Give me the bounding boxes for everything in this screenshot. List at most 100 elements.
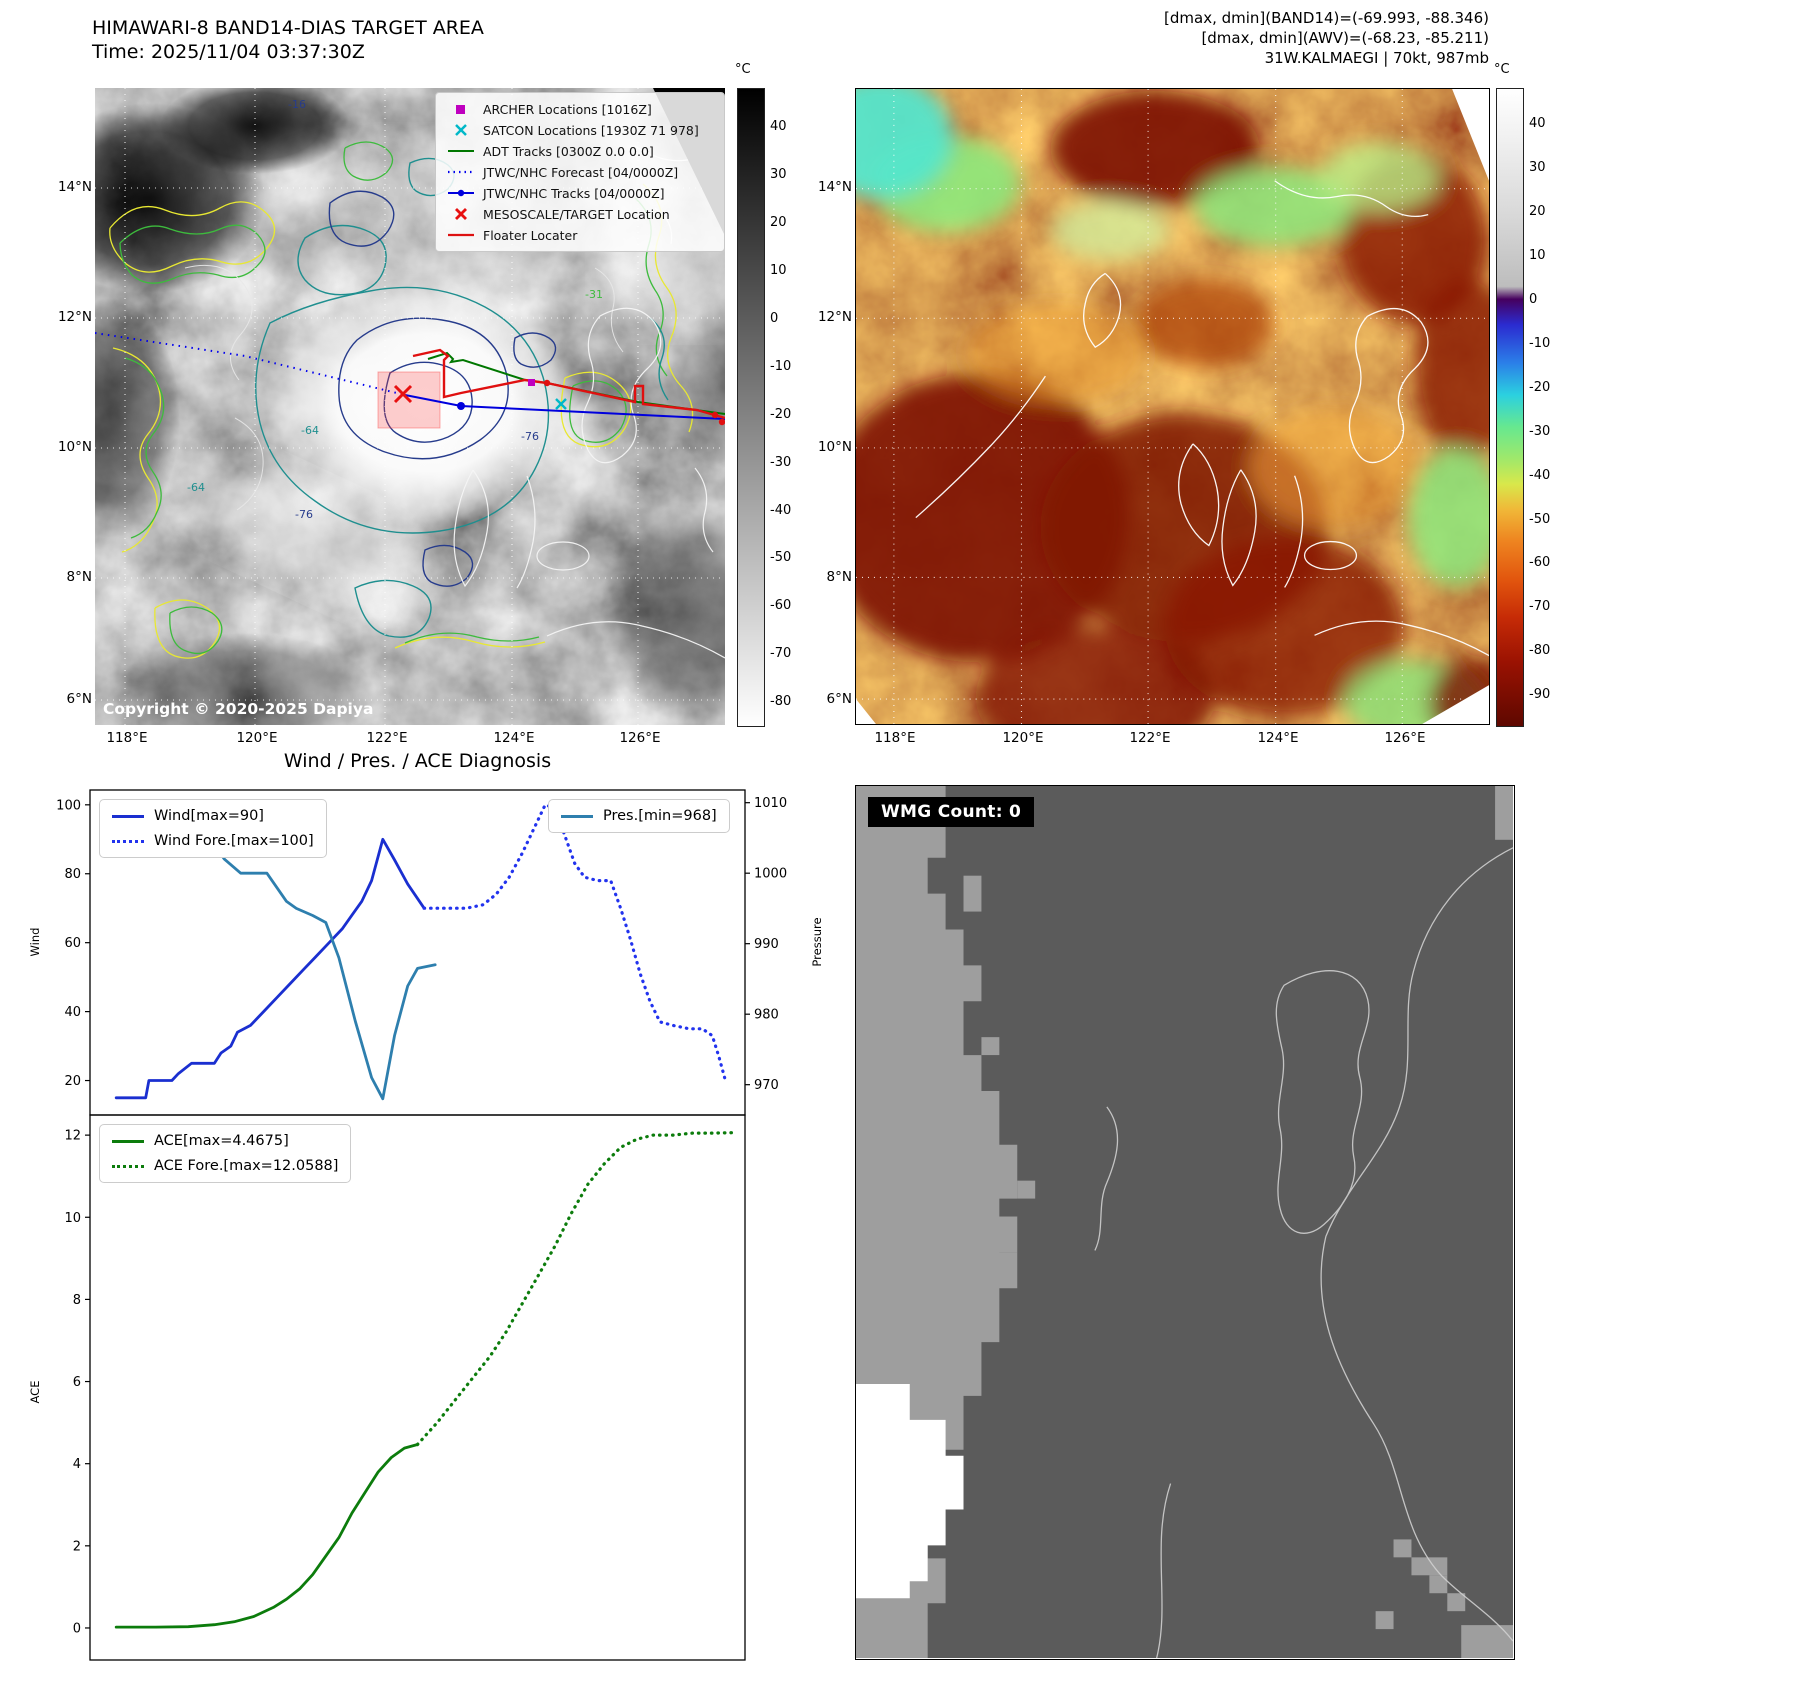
lon-tick-label: 126°E xyxy=(1384,730,1426,746)
legend-label: ACE[max=4.4675] xyxy=(154,1133,289,1149)
lat-tick-label: 14°N xyxy=(57,179,92,195)
colorbar-tick: -20 xyxy=(770,407,792,422)
contour-label: -16 xyxy=(288,98,306,111)
legend-label: JTWC/NHC Tracks [04/0000Z] xyxy=(483,185,665,201)
legend-item-mesoscale: MESOSCALE/TARGET Location xyxy=(446,204,714,224)
band14-title: HIMAWARI-8 BAND14-DIAS TARGET AREA xyxy=(92,17,484,39)
storm-id-intensity: 31W.KALMAEGI | 70kt, 987mb xyxy=(1264,49,1489,67)
svg-text:1010: 1010 xyxy=(754,796,787,811)
pressure-legend: Pres.[min=968] xyxy=(548,799,730,833)
contour-label: -76 xyxy=(295,508,313,521)
colorbar-tick: -50 xyxy=(770,550,792,565)
legend-item-satcon: SATCON Locations [1930Z 71 978] xyxy=(446,120,714,140)
dmax-dmin-awv: [dmax, dmin](AWV)=(-68.23, -85.211) xyxy=(1201,29,1489,47)
svg-text:4: 4 xyxy=(73,1457,81,1472)
contour-label: -76 xyxy=(521,430,539,443)
legend-item-archer: ARCHER Locations [1016Z] xyxy=(446,99,714,119)
svg-text:970: 970 xyxy=(754,1078,779,1093)
svg-text:8: 8 xyxy=(73,1293,81,1308)
colorbar-tick: 0 xyxy=(770,311,779,326)
legend-label: Wind Fore.[max=100] xyxy=(154,833,314,849)
contours-white xyxy=(184,264,624,511)
target-x-icon xyxy=(455,208,467,220)
svg-text:100: 100 xyxy=(56,798,81,813)
ace-fore-line-sample xyxy=(112,1164,144,1168)
svg-text:1000: 1000 xyxy=(754,867,787,882)
svg-text:10: 10 xyxy=(64,1211,81,1226)
copyright-text: Copyright © 2020-2025 Dapiya xyxy=(103,700,374,718)
band14-map: -16 -64 -76 -64 -76 -31 ARCHER Locations… xyxy=(95,88,725,725)
grid-lines xyxy=(856,89,1489,724)
mesoscale-target-marker xyxy=(393,384,413,404)
lat-tick-label: 12°N xyxy=(817,309,852,325)
svg-text:40: 40 xyxy=(64,1005,81,1020)
lat-tick-label: 10°N xyxy=(817,439,852,455)
lon-tick-label: 124°E xyxy=(493,730,535,746)
wind-line-sample xyxy=(112,814,144,818)
legend-item-forecast: JTWC/NHC Forecast [04/0000Z] xyxy=(446,162,714,182)
lon-tick-label: 126°E xyxy=(619,730,661,746)
svg-text:80: 80 xyxy=(64,867,81,882)
legend-item-tracks: JTWC/NHC Tracks [04/0000Z] xyxy=(446,183,714,203)
archer-marker-icon xyxy=(456,105,465,114)
wmg-map xyxy=(856,786,1514,1659)
lon-tick-label: 122°E xyxy=(1129,730,1171,746)
coastlines xyxy=(915,180,1493,658)
coastlines xyxy=(1094,847,1514,1659)
legend-label: Wind[max=90] xyxy=(154,808,264,824)
colorbar-tick: -70 xyxy=(1529,599,1551,614)
ace-legend: ACE[max=4.4675] ACE Fore.[max=12.0588] xyxy=(99,1124,352,1183)
lon-tick-label: 120°E xyxy=(236,730,278,746)
lat-tick-label: 6°N xyxy=(66,691,92,707)
lon-tick-label: 122°E xyxy=(366,730,408,746)
colorbar-tick: -10 xyxy=(1529,336,1551,351)
colorbar-tick: -50 xyxy=(1529,512,1551,527)
awv-map xyxy=(809,75,1524,767)
wind-fore-line-sample xyxy=(112,839,144,843)
lon-tick-label: 120°E xyxy=(1002,730,1044,746)
colorbar-tick: 20 xyxy=(770,215,787,230)
svg-text:12: 12 xyxy=(64,1129,81,1144)
colorbar-tick: -60 xyxy=(1529,555,1551,570)
awv-header: [dmax, dmin](BAND14)=(-69.993, -88.346) … xyxy=(889,8,1489,68)
adt-line-icon xyxy=(448,150,474,152)
legend-label: ARCHER Locations [1016Z] xyxy=(483,101,652,117)
svg-text:990: 990 xyxy=(754,937,779,952)
svg-text:6: 6 xyxy=(73,1375,81,1390)
awv-colorbar: 40 30 20 10 0 -10 -20 -30 -40 -50 -60 -7… xyxy=(1496,88,1550,727)
svg-text:2: 2 xyxy=(73,1539,81,1554)
contour-label: -64 xyxy=(301,424,319,437)
cloud-mask-blocks xyxy=(963,786,1513,1658)
colorbar-tick: 40 xyxy=(770,119,787,134)
wmg-count-label: WMG Count: 0 xyxy=(868,797,1035,827)
lon-tick-label: 118°E xyxy=(106,730,148,746)
colorbar-tick: -40 xyxy=(770,503,792,518)
pressure-axis-label: Pressure xyxy=(810,917,824,967)
legend-label: ACE Fore.[max=12.0588] xyxy=(154,1158,339,1174)
colorbar-tick: -20 xyxy=(1529,380,1551,395)
colorbar-tick: -30 xyxy=(770,455,792,470)
colorbar-tick: -80 xyxy=(1529,643,1551,658)
lat-tick-label: 8°N xyxy=(66,569,92,585)
legend-item-ace-fore: ACE Fore.[max=12.0588] xyxy=(112,1158,338,1174)
svg-text:980: 980 xyxy=(754,1008,779,1023)
colorbar-tick: 10 xyxy=(770,263,787,278)
cloud-mask-white xyxy=(856,1383,964,1599)
colorbar-tick: -30 xyxy=(1529,424,1551,439)
legend-label: Floater Locater xyxy=(483,227,578,243)
legend-label: MESOSCALE/TARGET Location xyxy=(483,206,670,222)
legend-item-wind-fore: Wind Fore.[max=100] xyxy=(112,833,314,849)
contour-value-labels: -16 -64 -76 -64 -76 -31 xyxy=(187,98,603,521)
legend-label: SATCON Locations [1930Z 71 978] xyxy=(483,122,699,138)
diagnosis-chart-svg: 20 40 60 80 100 970 980 990 1000 1010 0 2 4 6 8 10 12 xyxy=(56,789,787,1661)
legend-label: JTWC/NHC Forecast [04/0000Z] xyxy=(483,164,679,180)
colorbar-tick: 10 xyxy=(1529,248,1546,263)
legend-label: Pres.[min=968] xyxy=(603,808,717,824)
wind-axis-label: Wind xyxy=(28,927,42,957)
legend-item-pressure: Pres.[min=968] xyxy=(561,808,717,824)
colorbar-tick: -40 xyxy=(1529,468,1551,483)
dmax-dmin-band14: [dmax, dmin](BAND14)=(-69.993, -88.346) xyxy=(1164,9,1489,27)
colorbar-tick: 0 xyxy=(1529,292,1538,307)
ace-axis-label: ACE xyxy=(28,1380,42,1404)
